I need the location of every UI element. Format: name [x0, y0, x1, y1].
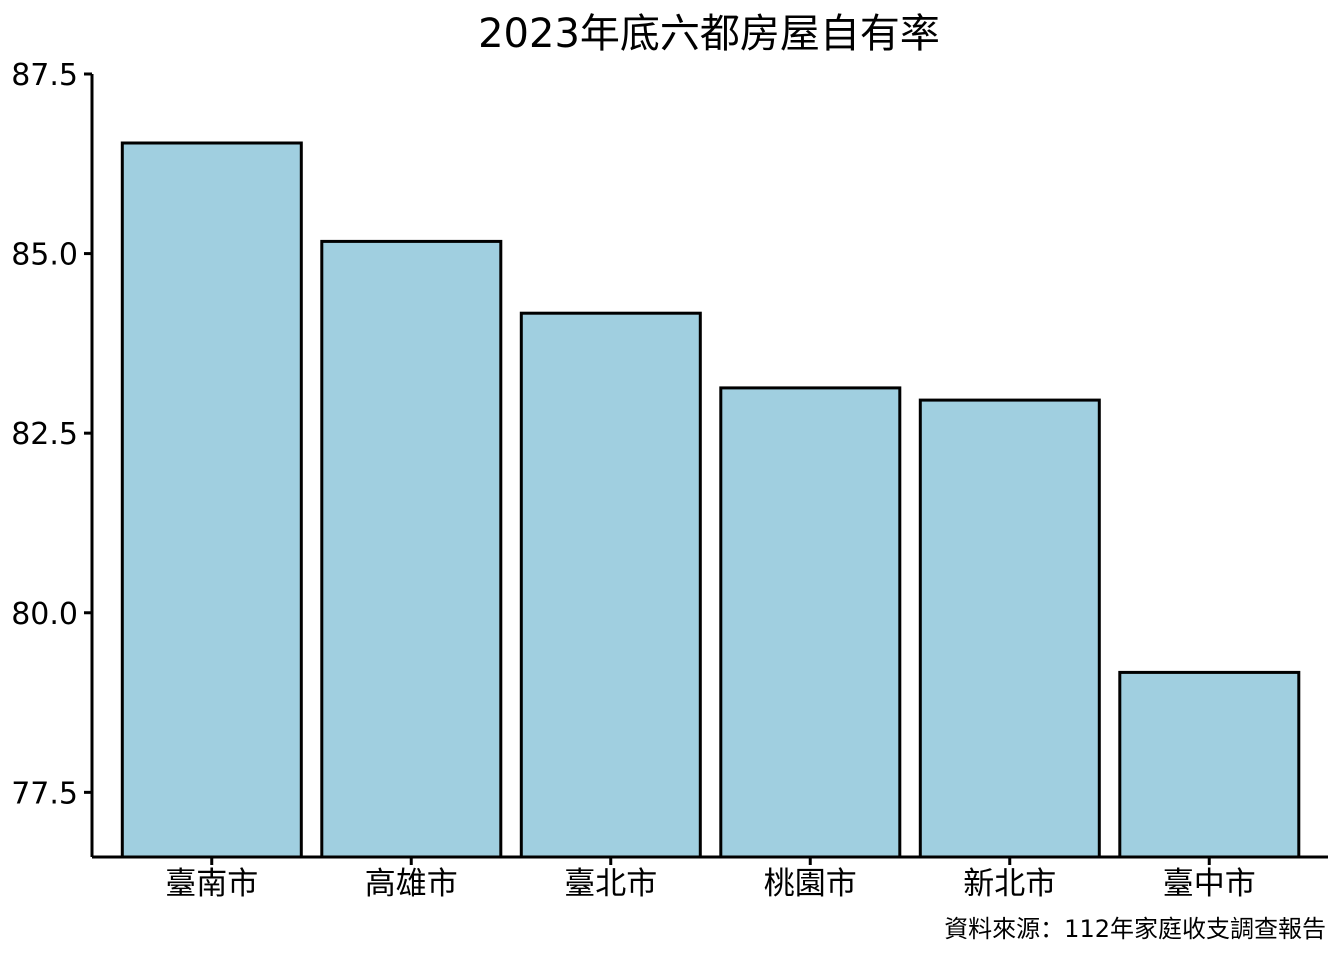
y-tick-label: 87.5	[11, 58, 78, 93]
y-ticks-layer: 77.5 80.0 82.5 85.0 87.5	[11, 58, 92, 811]
x-tick-label: 臺北市	[564, 866, 657, 902]
x-tick-label: 高雄市	[365, 866, 458, 902]
bar-2	[320, 239, 503, 859]
y-tick-label: 77.5	[11, 776, 78, 811]
x-labels-layer: 臺南市 高雄市 臺北市 桃園市 新北市 臺中市	[165, 857, 1256, 902]
x-tick-label: 臺中市	[1163, 866, 1256, 902]
x-tick-label: 桃園市	[764, 866, 857, 902]
bar-3	[519, 311, 702, 859]
source-caption: 資料來源：112年家庭收支調查報告	[944, 915, 1326, 943]
x-tick-label: 臺南市	[165, 866, 258, 902]
bars-layer	[120, 141, 1301, 859]
y-tick-label: 82.5	[11, 417, 78, 452]
chart-title: 2023年底六都房屋自有率	[478, 11, 940, 57]
x-tick-label: 新北市	[963, 866, 1056, 902]
bar-6	[1118, 670, 1301, 859]
bar-1	[120, 141, 303, 859]
bar-4	[719, 386, 902, 859]
bar-5	[918, 398, 1101, 859]
y-tick-label: 85.0	[11, 238, 78, 273]
y-tick-label: 80.0	[11, 597, 78, 632]
